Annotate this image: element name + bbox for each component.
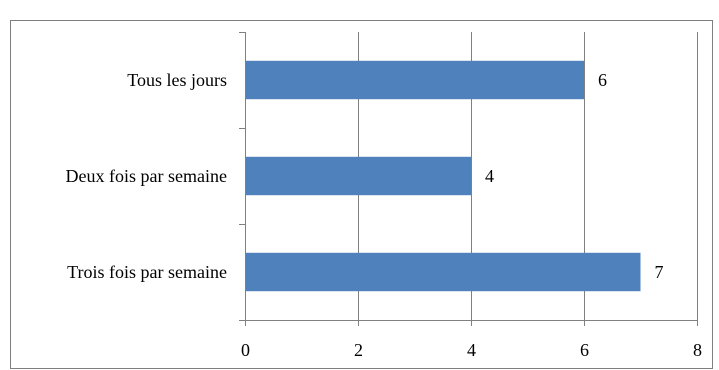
x-tick-label-4: 8 — [693, 340, 702, 360]
x-tick-label-2: 4 — [467, 340, 476, 360]
labels: 0 2 4 6 8 Tous les jours 6 Deux fois par semain… — [66, 70, 702, 360]
axes — [239, 32, 698, 326]
bar-0 — [246, 60, 584, 100]
x-tick-label-1: 2 — [354, 340, 363, 360]
category-label-2: Trois fois par semaine — [67, 262, 227, 282]
category-label-1: Deux fois par semaine — [66, 166, 227, 186]
bar-1 — [246, 156, 471, 196]
data-label-2: 7 — [655, 262, 664, 282]
bars — [246, 60, 641, 292]
x-tick-label-0: 0 — [241, 340, 250, 360]
data-label-0: 6 — [598, 70, 607, 90]
category-label-0: Tous les jours — [127, 70, 227, 90]
bar-2 — [246, 252, 641, 292]
x-tick-label-3: 6 — [580, 340, 589, 360]
chart-frame — [10, 20, 713, 369]
data-label-1: 4 — [485, 166, 494, 186]
